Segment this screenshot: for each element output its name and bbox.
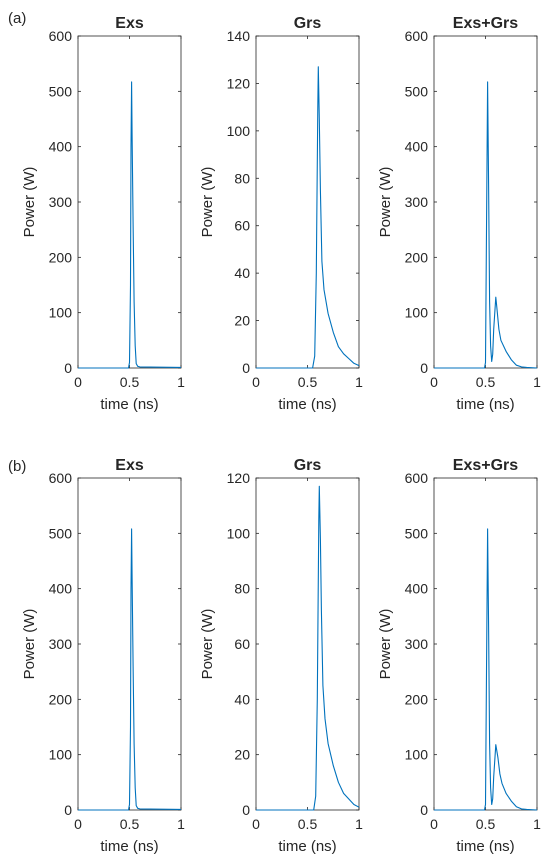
x-axis-label: time (ns): [456, 396, 514, 413]
y-tick-label: 300: [405, 636, 429, 652]
y-tick-label: 500: [405, 525, 429, 541]
y-tick-label: 300: [49, 636, 73, 652]
subplot-title: Exs: [115, 457, 144, 474]
y-tick-label: 0: [420, 802, 428, 818]
power-trace: [256, 485, 360, 811]
x-tick-label: 1: [177, 816, 185, 832]
y-tick-label: 200: [49, 691, 73, 707]
y-tick-label: 80: [234, 170, 250, 186]
subplot-b-grs: Grs 0 20 40 60 80 100 120 0 0.5 1 time (ns) Power (W…: [199, 457, 363, 855]
y-tick-label: 600: [405, 470, 429, 486]
y-axis-label: Power (W): [377, 167, 394, 238]
y-tick-label: 500: [405, 83, 429, 99]
y-tick-label: 0: [64, 802, 72, 818]
axes-frame: [255, 477, 360, 811]
x-tick-label: 0.5: [120, 816, 140, 832]
y-tick-label: 0: [242, 802, 250, 818]
y-tick-label: 0: [420, 360, 428, 376]
x-axis-label: time (ns): [456, 838, 514, 855]
y-tick-label: 60: [234, 218, 250, 234]
y-tick-label: 100: [227, 123, 251, 139]
y-tick-label: 300: [49, 194, 73, 210]
x-tick-label: 0.5: [298, 374, 318, 390]
x-tick-label: 0.5: [120, 374, 140, 390]
power-trace: [78, 528, 182, 811]
subplot-a-exs: Exs 0 100 200 300 400 500 600 0 0.5 1 time (ns) Powe…: [21, 15, 185, 413]
panel-label-b: (b): [8, 458, 26, 475]
y-tick-label: 200: [405, 249, 429, 265]
y-tick-label: 200: [405, 691, 429, 707]
y-tick-label: 20: [234, 313, 250, 329]
x-axis-label: time (ns): [278, 838, 336, 855]
subplot-title: Grs: [294, 15, 322, 32]
y-tick-label: 40: [234, 265, 250, 281]
axes-frame: [255, 35, 360, 369]
x-tick-label: 0.5: [298, 816, 318, 832]
y-axis-label: Power (W): [199, 167, 216, 238]
subplot-title: Exs: [115, 15, 144, 32]
subplot-b-exsgrs: Exs+Grs 0 100 200 300 400 500 600 0 0.5 1 time (ns)…: [377, 457, 541, 855]
y-tick-label: 0: [242, 360, 250, 376]
panel-label-a: (a): [8, 10, 26, 27]
x-axis-label: time (ns): [100, 396, 158, 413]
y-tick-label: 120: [227, 75, 251, 91]
y-axis-label: Power (W): [199, 609, 216, 680]
y-tick-label: 600: [49, 28, 73, 44]
y-tick-label: 500: [49, 83, 73, 99]
x-axis-label: time (ns): [100, 838, 158, 855]
x-tick-label: 0: [252, 816, 260, 832]
y-tick-label: 100: [227, 525, 251, 541]
y-tick-label: 100: [405, 747, 429, 763]
y-tick-label: 20: [234, 747, 250, 763]
subplot-a-grs: Grs 0 20 40 60 80 100 120 140 0 0.5 1 time (ns) Power…: [199, 15, 363, 413]
x-axis-label: time (ns): [278, 396, 336, 413]
x-tick-label: 0: [74, 816, 82, 832]
y-tick-label: 120: [227, 470, 251, 486]
x-tick-label: 1: [533, 816, 541, 832]
x-tick-label: 0.5: [476, 374, 496, 390]
subplot-title: Grs: [294, 457, 322, 474]
y-tick-label: 400: [405, 139, 429, 155]
y-tick-label: 400: [49, 581, 73, 597]
y-axis-label: Power (W): [21, 609, 38, 680]
x-tick-label: 1: [533, 374, 541, 390]
x-tick-label: 0.5: [476, 816, 496, 832]
y-tick-label: 100: [49, 747, 73, 763]
y-tick-label: 80: [234, 581, 250, 597]
y-tick-label: 400: [405, 581, 429, 597]
power-trace: [78, 81, 182, 369]
subplot-title: Exs+Grs: [453, 457, 518, 474]
x-tick-label: 1: [355, 816, 363, 832]
axes-frame: [77, 477, 182, 811]
y-tick-label: 500: [49, 525, 73, 541]
y-tick-label: 60: [234, 636, 250, 652]
y-tick-label: 140: [227, 28, 251, 44]
y-tick-label: 0: [64, 360, 72, 376]
y-tick-label: 200: [49, 249, 73, 265]
y-tick-label: 300: [405, 194, 429, 210]
x-tick-label: 1: [355, 374, 363, 390]
x-tick-label: 0: [430, 816, 438, 832]
y-axis-label: Power (W): [377, 609, 394, 680]
x-tick-label: 1: [177, 374, 185, 390]
subplot-a-exsgrs: Exs+Grs 0 100 200 300 400 500 600 0 0.5 1 time (ns)…: [377, 15, 541, 413]
subplot-title: Exs+Grs: [453, 15, 518, 32]
y-tick-label: 600: [405, 28, 429, 44]
power-trace: [434, 528, 538, 811]
y-tick-label: 40: [234, 691, 250, 707]
x-tick-label: 0: [430, 374, 438, 390]
y-tick-label: 100: [49, 305, 73, 321]
y-tick-label: 100: [405, 305, 429, 321]
y-tick-label: 600: [49, 470, 73, 486]
x-tick-label: 0: [252, 374, 260, 390]
axes-frame: [77, 35, 182, 369]
power-trace: [434, 81, 538, 369]
x-tick-label: 0: [74, 374, 82, 390]
subplot-b-exs: Exs 0 100 200 300 400 500 600 0 0.5 1 time (ns) Powe…: [21, 457, 185, 855]
power-trace: [256, 66, 360, 369]
y-axis-label: Power (W): [21, 167, 38, 238]
y-tick-label: 400: [49, 139, 73, 155]
